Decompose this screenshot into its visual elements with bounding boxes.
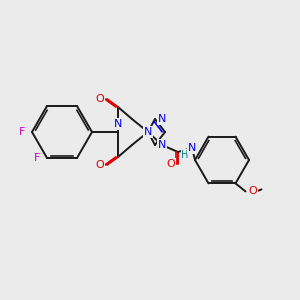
Text: O: O (167, 159, 176, 169)
Text: H: H (181, 150, 189, 160)
Text: N: N (188, 143, 196, 153)
Text: O: O (248, 186, 257, 197)
Text: F: F (34, 153, 40, 163)
Text: O: O (96, 94, 104, 104)
Text: F: F (19, 127, 25, 137)
Text: O: O (96, 160, 104, 170)
Text: N: N (158, 114, 166, 124)
Text: N: N (144, 127, 152, 137)
Text: N: N (114, 119, 122, 129)
Text: N: N (158, 140, 166, 150)
